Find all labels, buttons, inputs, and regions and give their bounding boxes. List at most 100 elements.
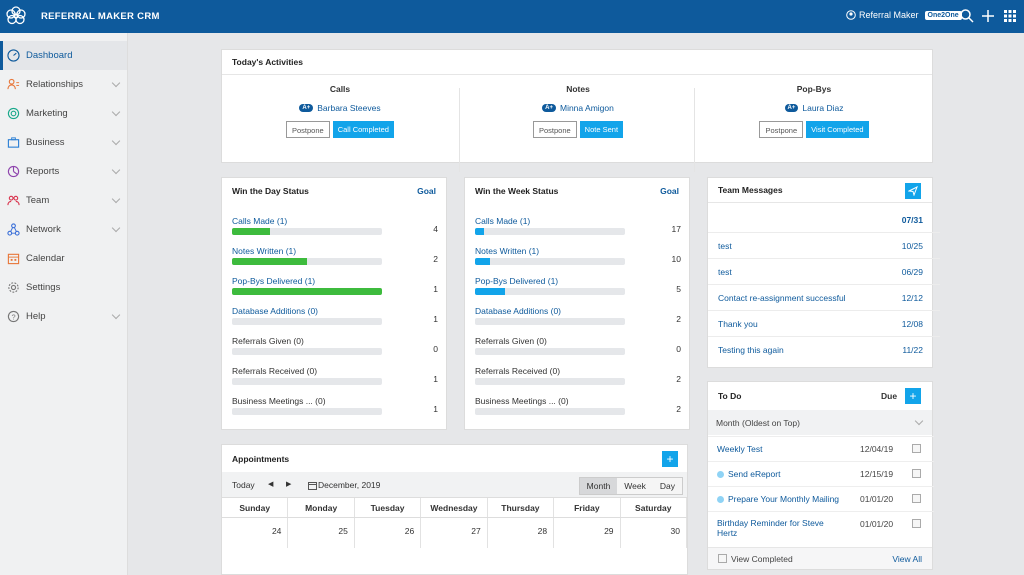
- todo-text: Birthday Reminder for Steve Hertz: [717, 518, 824, 538]
- calendar-day-cell[interactable]: 29: [554, 518, 621, 548]
- sidebar-item-calendar[interactable]: Calendar: [0, 244, 127, 273]
- business-icon: [6, 136, 20, 150]
- week-view-button[interactable]: Week: [624, 481, 646, 491]
- divider: [708, 336, 940, 337]
- progress-bar: [232, 408, 382, 415]
- chevron-down-icon: [111, 310, 121, 320]
- todo-item[interactable]: Prepare Your Monthly Mailing 01/01/20: [708, 486, 934, 511]
- view-completed-checkbox[interactable]: [718, 554, 727, 563]
- goal-link[interactable]: Goal: [660, 186, 679, 196]
- message-date: 10/25: [901, 241, 923, 251]
- todo-checkbox[interactable]: [912, 469, 921, 478]
- postpone-button[interactable]: Postpone: [286, 121, 330, 138]
- todo-text: Weekly Test: [717, 444, 763, 454]
- message-text: Testing this again: [718, 345, 784, 355]
- sidebar-item-help[interactable]: ? Help: [0, 302, 127, 331]
- sidebar-item-team[interactable]: Team: [0, 186, 127, 215]
- progress-fill: [475, 228, 484, 235]
- status-label: Pop-Bys Delivered (1): [475, 276, 559, 286]
- status-row[interactable]: Notes Written (1) 10: [475, 246, 681, 268]
- calendar-day-cell[interactable]: 24: [222, 518, 289, 548]
- status-row[interactable]: Database Additions (0) 2: [475, 306, 681, 328]
- column-title: Pop-Bys: [796, 84, 832, 94]
- todo-text: Send eReport: [728, 469, 781, 479]
- calendar-day-cell[interactable]: 26: [355, 518, 422, 548]
- prev-month-icon[interactable]: ◀: [268, 481, 274, 488]
- sidebar-item-settings[interactable]: Settings: [0, 273, 127, 302]
- progress-bar: [475, 288, 625, 295]
- plan-badge: One2One: [924, 10, 962, 20]
- today-button[interactable]: Today: [232, 480, 255, 490]
- todo-checkbox[interactable]: [912, 444, 921, 453]
- status-row[interactable]: Calls Made (1) 4: [232, 216, 438, 238]
- contact-link[interactable]: A+ Laura Diaz: [696, 103, 932, 113]
- sidebar-item-network[interactable]: Network: [0, 215, 127, 244]
- status-row[interactable]: Database Additions (0) 1: [232, 306, 438, 328]
- message-text: test: [718, 267, 732, 277]
- call-completed-button[interactable]: Call Completed: [332, 121, 394, 138]
- postpone-button[interactable]: Postpone: [532, 121, 577, 138]
- goal-link[interactable]: Goal: [417, 186, 436, 196]
- status-count: 5: [676, 284, 681, 294]
- calendar-icon: [6, 252, 20, 266]
- sidebar-item-business[interactable]: Business: [0, 128, 127, 157]
- postpone-button[interactable]: Postpone: [759, 121, 804, 138]
- view-all-link[interactable]: View All: [892, 554, 922, 564]
- calendar-day-cell[interactable]: 28: [488, 518, 555, 548]
- calendar-day-cell[interactable]: 25: [288, 518, 355, 548]
- add-todo-button[interactable]: +: [905, 388, 921, 404]
- todo-item[interactable]: Weekly Test 12/04/19: [708, 436, 934, 461]
- message-item[interactable]: Contact re-assignment successful 12/12: [718, 293, 923, 303]
- status-row[interactable]: Pop-Bys Delivered (1) 1: [232, 276, 438, 298]
- contact-name: Minna Amigon: [559, 103, 614, 113]
- app-logo-icon[interactable]: [4, 4, 28, 28]
- contact-link[interactable]: A+ Minna Amigon: [460, 103, 696, 113]
- todo-footer: View Completed View All: [708, 547, 932, 569]
- todo-checkbox[interactable]: [912, 494, 921, 503]
- user-icon: [846, 10, 856, 20]
- message-item[interactable]: test 10/25: [718, 241, 923, 251]
- next-month-icon[interactable]: ▶: [286, 481, 292, 488]
- visit-completed-button[interactable]: Visit Completed: [806, 121, 869, 138]
- sidebar-item-reports[interactable]: Reports: [0, 157, 127, 186]
- note-sent-button[interactable]: Note Sent: [579, 121, 624, 138]
- calendar-day-cell[interactable]: 27: [421, 518, 488, 548]
- calendar-day-cell[interactable]: 30: [621, 518, 687, 548]
- todo-item[interactable]: Send eReport 12/15/19: [708, 461, 934, 486]
- todo-filter-select[interactable]: Month (Oldest on Top): [708, 410, 932, 435]
- message-date: 12/08: [901, 319, 923, 329]
- user-name: Referral Maker: [859, 10, 919, 20]
- progress-bar: [232, 228, 382, 235]
- status-row[interactable]: Notes Written (1) 2: [232, 246, 438, 268]
- status-count: 2: [676, 404, 681, 414]
- contact-link[interactable]: A+ Barbara Steeves: [222, 103, 458, 113]
- sidebar-item-dashboard[interactable]: Dashboard: [0, 41, 127, 70]
- column-title: Calls: [329, 84, 351, 94]
- message-item[interactable]: Testing this again 11/22: [718, 345, 923, 355]
- todo-item[interactable]: Birthday Reminder for Steve Hertz 01/01/2…: [708, 511, 934, 545]
- help-icon: ?: [6, 310, 20, 324]
- apps-grid-icon[interactable]: [1002, 8, 1018, 24]
- send-message-button[interactable]: [905, 183, 921, 199]
- status-label: Calls Made (1): [232, 216, 288, 226]
- add-icon[interactable]: [980, 8, 996, 24]
- progress-bar: [232, 348, 382, 355]
- sidebar-item-relationships[interactable]: Relationships: [0, 70, 127, 99]
- current-month-label[interactable]: December, 2019: [318, 480, 381, 490]
- message-item[interactable]: test 06/29: [718, 267, 923, 277]
- sidebar-item-marketing[interactable]: Marketing: [0, 99, 127, 128]
- day-view-button[interactable]: Day: [659, 481, 675, 491]
- status-row[interactable]: Pop-Bys Delivered (1) 5: [475, 276, 681, 298]
- add-appointment-button[interactable]: +: [662, 451, 678, 467]
- view-completed-label: View Completed: [731, 554, 793, 564]
- search-icon[interactable]: [959, 8, 975, 24]
- sidebar-item-label: Team: [26, 195, 50, 206]
- todo-checkbox[interactable]: [912, 519, 921, 528]
- todo-card: To Do Due + Month (Oldest on Top) Weekly…: [707, 381, 934, 570]
- user-menu[interactable]: Referral Maker One2One: [846, 10, 962, 20]
- status-row[interactable]: Calls Made (1) 17: [475, 216, 681, 238]
- message-item[interactable]: Thank you 12/08: [718, 319, 923, 329]
- month-view-button[interactable]: Month: [579, 478, 618, 494]
- status-label: Referrals Received (0): [475, 366, 561, 376]
- contact-name: Barbara Steeves: [317, 103, 381, 113]
